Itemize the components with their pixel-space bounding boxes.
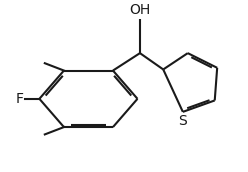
Text: F: F (15, 92, 24, 106)
Text: S: S (179, 114, 187, 128)
Text: OH: OH (129, 3, 151, 17)
